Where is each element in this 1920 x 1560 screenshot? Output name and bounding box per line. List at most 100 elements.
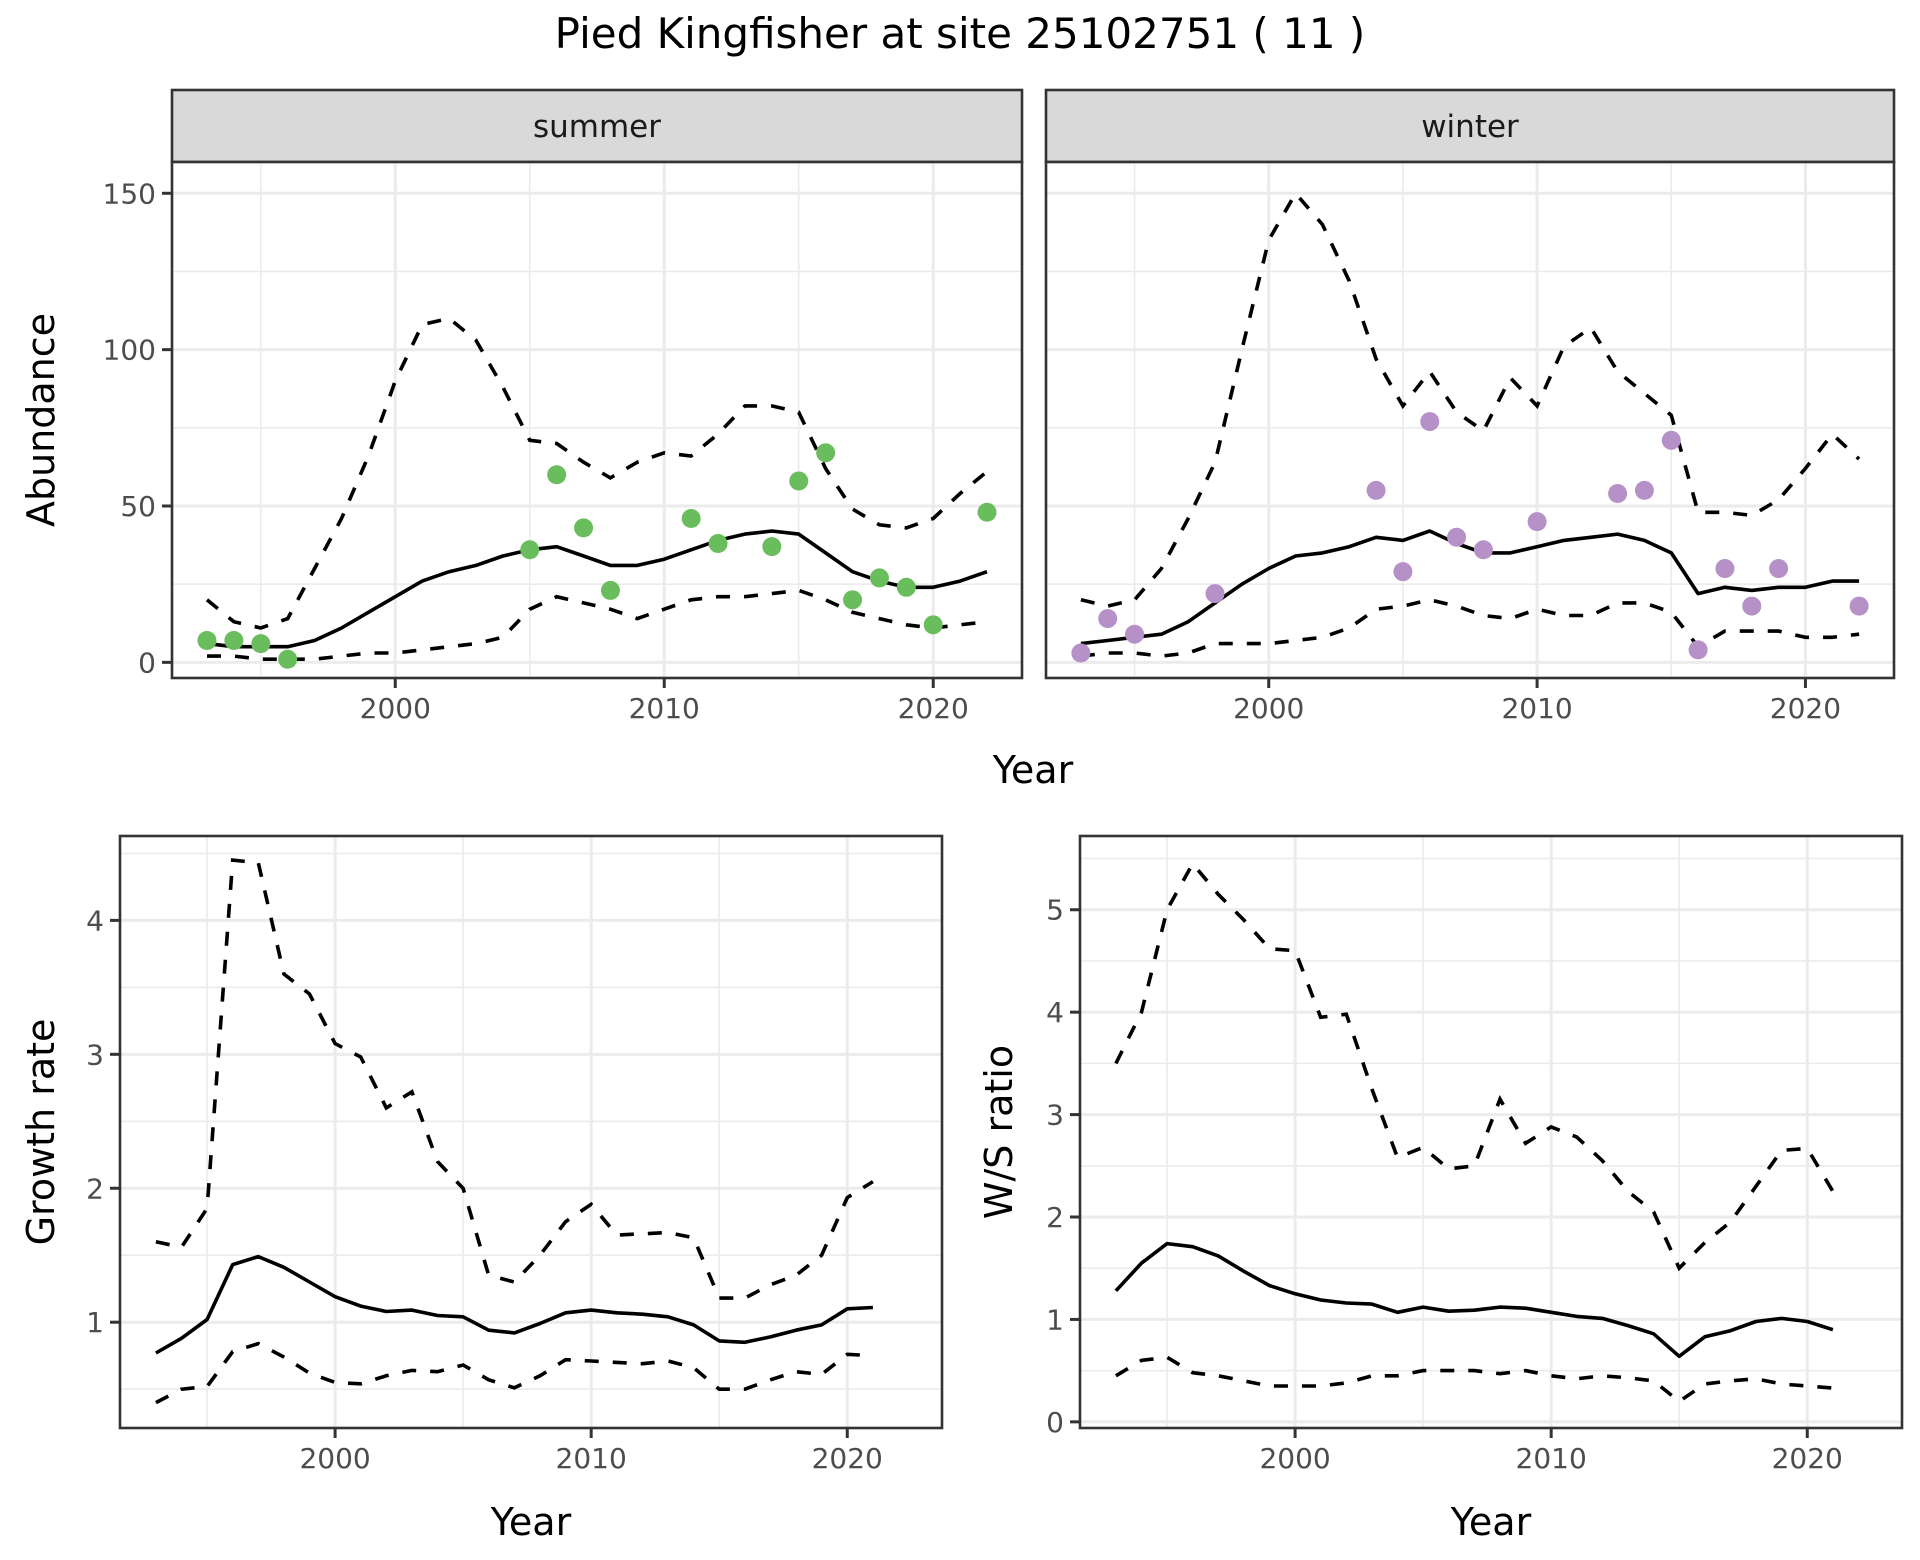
summer-observation-point [681,509,701,529]
winter-observation-point [1634,480,1654,500]
summer-plot-area: 2000 2010 2020 0 50 100 150 [103,160,1024,725]
winter-observation-point [1205,584,1225,604]
summer-observation-point [762,537,782,557]
summer-observation-point [977,502,997,522]
winter-observation-point [1366,480,1386,500]
strip-winter-background [1044,88,1896,164]
winter-observation-point [1393,562,1413,582]
growth-x-tick-label: 2020 [812,1442,883,1475]
summer-series-lower [207,588,988,662]
summer-y-tick-label: 50 [120,490,156,523]
ws-y-tick-label: 3 [1046,1099,1064,1132]
winter-observation-point [1098,609,1118,629]
summer-x-tick-label: 2000 [360,692,431,725]
growth-series-upper [155,858,874,1300]
ws-y-tick-label: 5 [1046,894,1064,927]
winter-observation-point [1125,624,1145,644]
panel-ws-ratio: 2000 2010 2020 0 1 2 3 4 5 [1046,834,1904,1475]
summer-observation-point [816,443,836,463]
winter-observation-point [1688,640,1708,660]
growth-plot-area: 2000 2010 2020 1 2 3 4 [86,834,944,1475]
top-x-axis-title: Year [992,748,1074,792]
summer-y-tick-label: 150 [103,177,156,210]
winter-observation-point [1661,430,1681,450]
winter-observation-point [1447,527,1467,547]
growth-background [120,836,942,1428]
summer-observation-point [278,649,298,669]
summer-observation-point [574,518,594,538]
ws-x-axis-title: Year [1450,1500,1532,1544]
growth-x-axis-title: Year [490,1500,572,1544]
panel-winter: winter 2000 2010 2020 [1044,88,1896,725]
growth-y-tick-label: 1 [86,1306,104,1339]
summer-x-tick-label: 2010 [629,692,700,725]
summer-observation-point [197,630,217,650]
strip-summer-background [170,88,1024,164]
panel-growth-rate: 2000 2010 2020 1 2 3 4 [86,834,944,1475]
winter-x-tick-label: 2000 [1233,692,1304,725]
ws-x-tick-label: 2020 [1772,1442,1843,1475]
panel-summer: summer 2000 2010 2020 0 50 100 150 [103,88,1024,725]
winter-plot-area: 2000 2010 2020 [1044,160,1896,725]
ws-y-tick-label: 0 [1046,1406,1064,1439]
winter-observation-point [1849,596,1869,616]
winter-observation-point [1608,483,1628,503]
summer-y-tick-label: 100 [103,334,156,367]
growth-series-mean [155,1254,873,1355]
summer-observation-point [789,471,809,491]
ws-background [1080,836,1902,1428]
winter-observation-point [1420,412,1440,432]
summer-x-tick-label: 2020 [898,692,969,725]
strip-winter-label: winter [1421,109,1519,145]
winter-observation-point [1473,540,1493,560]
growth-y-tick-label: 3 [86,1038,104,1071]
ws-x-tick-label: 2000 [1259,1442,1330,1475]
summer-observation-point [224,630,244,650]
ws-plot-area: 2000 2010 2020 0 1 2 3 4 5 [1046,834,1904,1475]
ws-series-mean [1114,1241,1834,1359]
summer-observation-point [843,590,863,610]
summer-observation-point [869,568,889,588]
summer-observation-point [251,634,271,654]
summer-observation-point [547,465,567,485]
growth-y-tick-label: 4 [86,904,104,937]
summer-series-upper [205,316,989,630]
growth-x-tick-label: 2000 [299,1442,370,1475]
winter-observation-point [1769,559,1789,579]
winter-series-mean [1080,529,1860,646]
winter-series-lower [1080,597,1860,658]
strip-summer-label: summer [533,109,661,145]
winter-observation-point [1527,512,1547,532]
ws-series-lower [1114,1355,1834,1404]
summer-panel-border [170,160,1024,680]
growth-series-lower [155,1341,873,1405]
ws-panel-border [1078,834,1904,1430]
ws-y-axis-title: W/S ratio [977,1045,1021,1219]
winter-observation-point [1715,559,1735,579]
winter-x-tick-label: 2010 [1501,692,1572,725]
growth-y-tick-label: 2 [86,1172,104,1205]
winter-observation-point [1071,643,1091,663]
ws-x-tick-label: 2010 [1516,1442,1587,1475]
summer-observation-point [600,580,620,600]
top-y-axis-title: Abundance [19,313,63,527]
ws-y-tick-label: 4 [1046,996,1064,1029]
growth-x-tick-label: 2010 [556,1442,627,1475]
growth-y-axis-title: Growth rate [19,1019,63,1246]
summer-series-mean [206,529,988,649]
summer-observation-point [708,534,728,554]
winter-series-upper [1080,190,1861,608]
summer-y-tick-label: 0 [138,646,156,679]
ws-y-tick-label: 1 [1046,1303,1064,1336]
summer-observation-point [520,540,540,560]
ws-y-tick-label: 2 [1046,1201,1064,1234]
winter-x-tick-label: 2020 [1770,692,1841,725]
summer-background [172,162,1022,678]
winter-panel-border [1044,160,1896,680]
figure-title: Pied Kingfisher at site 25102751 ( 11 ) [555,9,1366,58]
summer-observation-point [923,615,943,635]
winter-observation-point [1742,596,1762,616]
summer-observation-point [896,577,916,597]
growth-panel-border [118,834,944,1430]
